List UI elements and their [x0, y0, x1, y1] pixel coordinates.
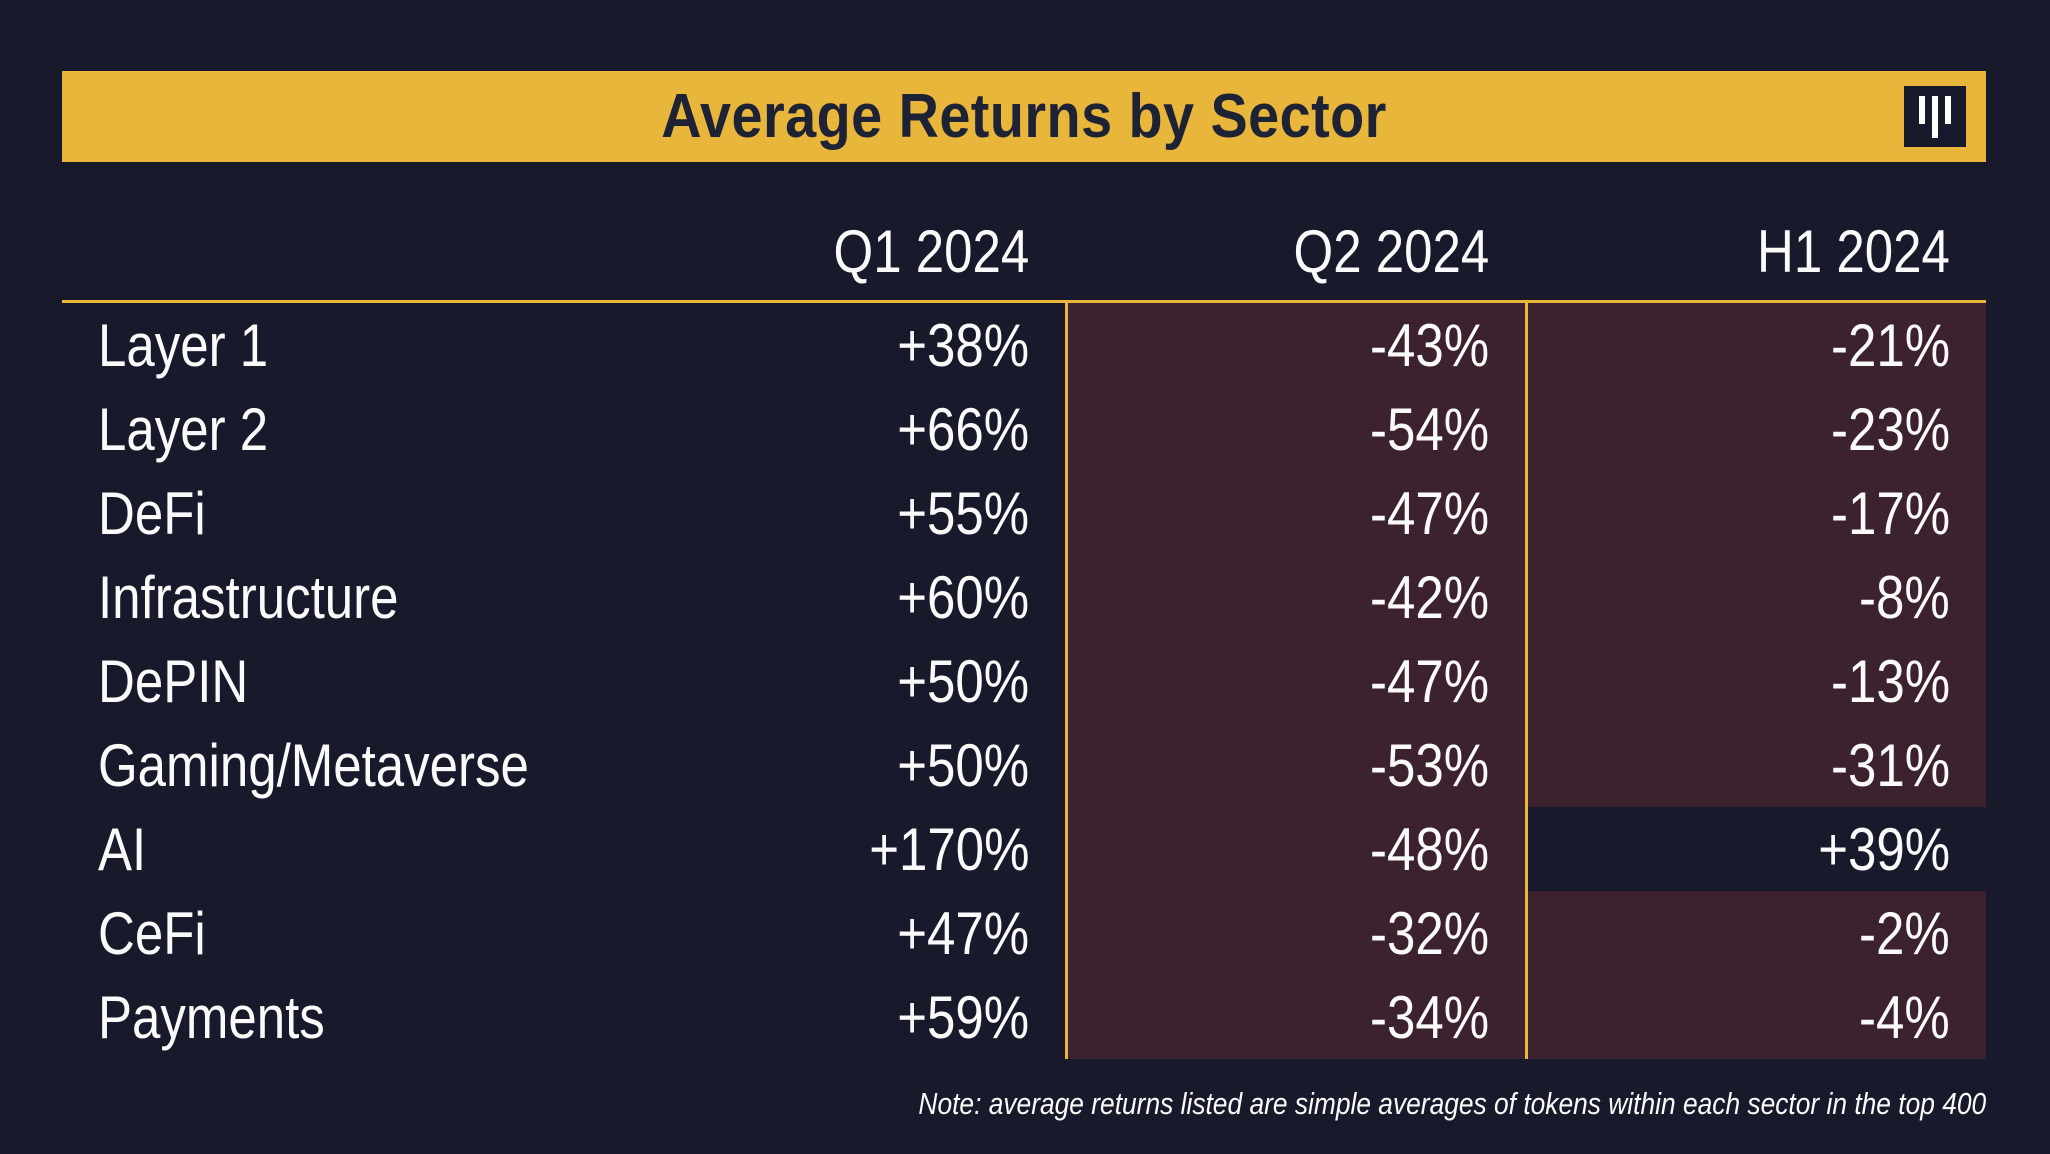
sector-label: DePIN [98, 647, 249, 715]
q2-value-cell: -53% [1065, 723, 1525, 807]
q2-value: -42% [1369, 563, 1489, 631]
q2-value: -47% [1369, 479, 1489, 547]
q1-value: +50% [897, 731, 1029, 799]
h1-value-cell: -31% [1525, 723, 1986, 807]
q2-value-cell: -47% [1065, 639, 1525, 723]
q2-value-cell: -42% [1065, 555, 1525, 639]
q1-value: +59% [897, 983, 1029, 1051]
table-row: AI +170% -48% +39% [62, 807, 1986, 891]
h1-value-cell: -4% [1525, 975, 1986, 1059]
title-bar: Average Returns by Sector [62, 71, 1986, 162]
sector-cell: Payments [62, 975, 605, 1059]
q2-value: -34% [1369, 983, 1489, 1051]
sector-label: Payments [98, 983, 325, 1051]
q2-value-cell: -48% [1065, 807, 1525, 891]
sector-label: DeFi [98, 479, 206, 547]
table-row: Gaming/Metaverse +50% -53% -31% [62, 723, 1986, 807]
h1-value: -23% [1830, 395, 1950, 463]
q1-value-cell: +38% [605, 303, 1065, 387]
q1-value: +170% [868, 815, 1029, 883]
table-row: Payments +59% -34% -4% [62, 975, 1986, 1059]
q1-value: +47% [897, 899, 1029, 967]
sector-cell: DeFi [62, 471, 605, 555]
h1-value: +39% [1818, 815, 1950, 883]
q1-value-cell: +170% [605, 807, 1065, 891]
q1-value-cell: +66% [605, 387, 1065, 471]
h1-value-cell: -21% [1525, 303, 1986, 387]
sector-cell: Layer 1 [62, 303, 605, 387]
footnote: Note: average returns listed are simple … [730, 1086, 1986, 1122]
col-header-h1: H1 2024 [1757, 218, 1950, 285]
sector-cell: CeFi [62, 891, 605, 975]
sector-label: Layer 2 [98, 395, 269, 463]
q2-value-cell: -47% [1065, 471, 1525, 555]
col-header-empty [62, 286, 605, 300]
q1-value-cell: +50% [605, 723, 1065, 807]
h1-value-cell: -17% [1525, 471, 1986, 555]
header-underline [62, 300, 1986, 303]
q2-value-cell: -54% [1065, 387, 1525, 471]
q1-value: +38% [897, 311, 1029, 379]
sector-label: AI [98, 815, 147, 883]
q1-value-cell: +59% [605, 975, 1065, 1059]
q2-value: -32% [1369, 899, 1489, 967]
q1-value-cell: +50% [605, 639, 1065, 723]
q2-value-cell: -32% [1065, 891, 1525, 975]
h1-value: -21% [1830, 311, 1950, 379]
h1-value-cell: -13% [1525, 639, 1986, 723]
q2-value-cell: -43% [1065, 303, 1525, 387]
col-header-q1: Q1 2024 [833, 218, 1029, 285]
logo-bar [1919, 96, 1925, 124]
table-row: Layer 1 +38% -43% -21% [62, 303, 1986, 387]
sector-cell: DePIN [62, 639, 605, 723]
sector-label: Gaming/Metaverse [98, 731, 529, 799]
q2-value: -54% [1369, 395, 1489, 463]
returns-table: Q1 2024 Q2 2024 H1 2024 Layer 1 +38% -43… [62, 162, 1986, 1059]
q2-value: -43% [1369, 311, 1489, 379]
footnote-text: Note: average returns listed are simple … [918, 1086, 1986, 1121]
table-row: DePIN +50% -47% -13% [62, 639, 1986, 723]
h1-value: -4% [1859, 983, 1950, 1051]
h1-value-cell: -2% [1525, 891, 1986, 975]
q2-value-cell: -34% [1065, 975, 1525, 1059]
table-header-row: Q1 2024 Q2 2024 H1 2024 [62, 162, 1986, 300]
h1-value: -17% [1830, 479, 1950, 547]
q1-value: +55% [897, 479, 1029, 547]
brand-logo-icon [1904, 86, 1966, 147]
h1-value: -2% [1859, 899, 1950, 967]
table-body: Layer 1 +38% -43% -21% Layer 2 +66% -54%… [62, 303, 1986, 1059]
sector-cell: Gaming/Metaverse [62, 723, 605, 807]
q2-value: -53% [1369, 731, 1489, 799]
q1-value-cell: +47% [605, 891, 1065, 975]
h1-value-cell: -8% [1525, 555, 1986, 639]
h1-value: -13% [1830, 647, 1950, 715]
h1-value: -8% [1859, 563, 1950, 631]
logo-bar [1945, 96, 1951, 124]
table-row: Layer 2 +66% -54% -23% [62, 387, 1986, 471]
page-title: Average Returns by Sector [661, 82, 1387, 151]
h1-value: -31% [1830, 731, 1950, 799]
sector-label: Layer 1 [98, 311, 269, 379]
sector-cell: Layer 2 [62, 387, 605, 471]
table-row: Infrastructure +60% -42% -8% [62, 555, 1986, 639]
q1-value: +60% [897, 563, 1029, 631]
q1-value: +50% [897, 647, 1029, 715]
h1-value-cell: +39% [1525, 807, 1986, 891]
sector-cell: Infrastructure [62, 555, 605, 639]
q2-value: -47% [1369, 647, 1489, 715]
q1-value-cell: +60% [605, 555, 1065, 639]
sector-label: CeFi [98, 899, 206, 967]
q1-value: +66% [897, 395, 1029, 463]
sector-label: Infrastructure [98, 563, 399, 631]
table-row: CeFi +47% -32% -2% [62, 891, 1986, 975]
h1-value-cell: -23% [1525, 387, 1986, 471]
sector-cell: AI [62, 807, 605, 891]
logo-bar [1932, 96, 1938, 138]
table-row: DeFi +55% -47% -17% [62, 471, 1986, 555]
q2-value: -48% [1369, 815, 1489, 883]
col-header-q2: Q2 2024 [1293, 218, 1489, 285]
q1-value-cell: +55% [605, 471, 1065, 555]
